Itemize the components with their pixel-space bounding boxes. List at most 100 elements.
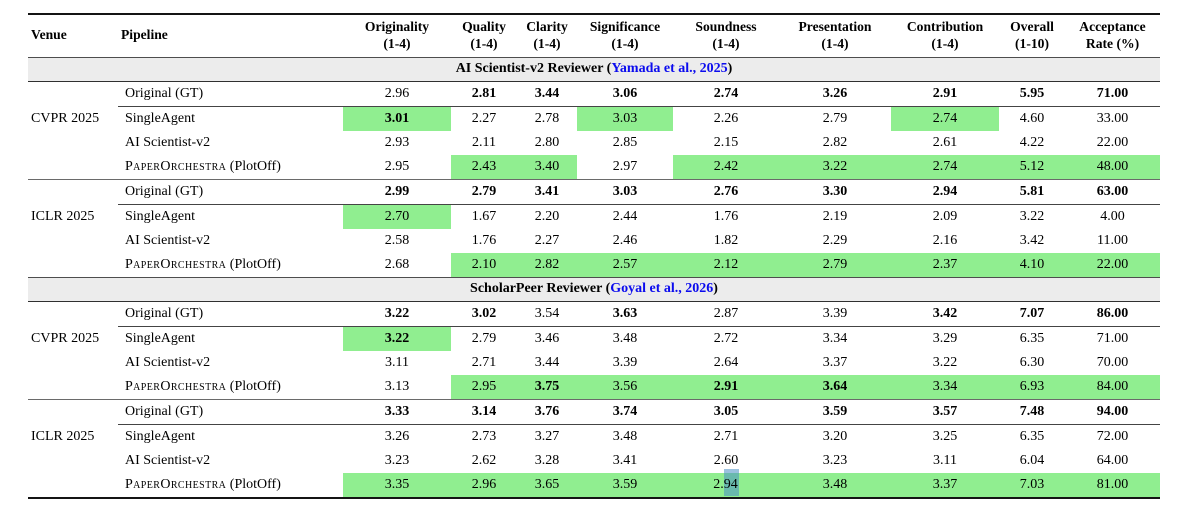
score-cell: 2.74 <box>673 81 779 108</box>
score-cell: 64.00 <box>1096 453 1129 469</box>
score-cell: 2.94 <box>673 469 779 499</box>
score-cell: 2.42 <box>673 155 779 180</box>
column-header-range: (1-4) <box>470 35 498 51</box>
score-cell: 3.22 <box>343 326 451 352</box>
citation-link[interactable]: Yamada et al., 2025 <box>611 61 728 77</box>
pipeline-cell: PaperOrchestra (PlotOff) <box>118 473 343 498</box>
pipeline-name-smallcaps: PaperOrchestra <box>125 159 227 175</box>
score-cell: 70.00 <box>1096 355 1129 371</box>
section-band: ScholarPeer Reviewer (Goyal et al., 2026… <box>28 277 1160 303</box>
score-cell: 2.57 <box>577 253 673 278</box>
pipeline-cell: SingleAgent <box>118 107 343 132</box>
score-cell: 3.14 <box>451 399 517 426</box>
score-cell: 2.72 <box>713 331 739 347</box>
score-cell: 48.00 <box>1065 155 1160 180</box>
table-row: PaperOrchestra (PlotOff) 2.95 2.43 3.40 2.97… <box>28 155 1160 180</box>
pipeline-name: Original (GT) <box>125 86 204 102</box>
score-cell: 3.40 <box>517 155 577 180</box>
score-cell: 63.00 <box>1065 179 1160 206</box>
score-cell: 2.12 <box>673 253 779 278</box>
score-cell: 3.65 <box>517 473 577 499</box>
score-cell: 2.74 <box>891 106 999 132</box>
score-cell: 3.20 <box>822 429 848 445</box>
score-cell: 94.00 <box>1065 399 1160 426</box>
text-selection-highlight: 94 <box>723 469 739 497</box>
score-cell: 3.23 <box>384 453 410 469</box>
score-cell: 6.04 <box>1019 453 1045 469</box>
score-cell: 2.44 <box>612 209 638 225</box>
column-header-label: Clarity <box>526 19 568 34</box>
table-row: PaperOrchestra (PlotOff) 3.35 2.96 3.65 3.59… <box>28 469 1160 499</box>
score-cell: 1.67 <box>471 209 497 225</box>
score-cell: 3.44 <box>517 81 577 108</box>
table-row: SingleAgent 3.22 2.79 3.46 3.48 2.72 3.34 3.29 6… <box>28 326 1160 352</box>
score-cell: 3.01 <box>343 106 451 132</box>
column-header-label: Quality <box>462 19 506 34</box>
section-band: AI Scientist-v2 Reviewer (Yamada et al.,… <box>28 57 1160 83</box>
header-row: Venue Pipeline Originality (1-4) Quality (1-4… <box>28 14 1160 59</box>
table-row: ICLR 2025 Original (GT) 2.99 2.79 3.41 3.03 2.… <box>28 179 1160 278</box>
section-title-suffix: ) <box>713 281 718 297</box>
score-cell: 3.34 <box>822 331 848 347</box>
pipeline-cell: Original (GT) <box>118 179 343 206</box>
score-cell: 2.60 <box>713 453 739 469</box>
column-header-overall: Overall (1-10) <box>999 14 1065 59</box>
score-cell: 3.48 <box>779 473 891 499</box>
score-cell: 2.95 <box>451 375 517 400</box>
score-cell: 6.35 <box>1019 331 1045 347</box>
score-cell: 5.95 <box>999 81 1065 108</box>
column-header-range: (1-10) <box>1015 35 1049 51</box>
score-cell: 2.85 <box>612 135 638 151</box>
score-cell: 2.99 <box>343 179 451 206</box>
pipeline-name-smallcaps: PaperOrchestra <box>125 477 227 493</box>
section-title: ScholarPeer Reviewer (Goyal et al., 2026… <box>28 277 1160 303</box>
score-cell: 2.87 <box>673 301 779 328</box>
pipeline-name: (PlotOff) <box>226 257 281 273</box>
score-cell: 3.59 <box>779 399 891 426</box>
column-header-label: Significance <box>589 19 661 34</box>
table-body: AI Scientist-v2 Reviewer (Yamada et al.,… <box>28 57 1160 499</box>
score-cell: 72.00 <box>1096 429 1129 445</box>
section-title-suffix: ) <box>727 61 733 77</box>
score-cell: 11.00 <box>1097 233 1128 249</box>
column-header-clarity: Clarity (1-4) <box>517 14 577 59</box>
score-cell: 3.11 <box>933 453 957 469</box>
section-title-prefix: ScholarPeer Reviewer ( <box>470 281 611 297</box>
table-row: PaperOrchestra (PlotOff) 3.13 2.95 3.75 3.56… <box>28 375 1160 400</box>
pipeline-cell: AI Scientist-v2 <box>118 131 343 155</box>
venue-cell: CVPR 2025 <box>28 302 118 400</box>
score-cell: 22.00 <box>1096 135 1129 151</box>
pipeline-name: (PlotOff) <box>226 159 281 175</box>
score-cell: 6.35 <box>1019 429 1045 445</box>
table-row: SingleAgent 3.01 2.27 2.78 3.03 2.26 2.79 2.74 4… <box>28 106 1160 132</box>
score-cell: 2.11 <box>472 135 496 151</box>
score-cell: 3.28 <box>534 453 560 469</box>
venue-label: ICLR 2025 <box>31 428 95 444</box>
citation-link[interactable]: Goyal et al., 2026 <box>610 281 714 297</box>
score-cell: 1.76 <box>713 209 739 225</box>
score-cell: 2.91 <box>891 81 999 108</box>
score-cell: 3.13 <box>384 379 410 395</box>
pipeline-cell: Original (GT) <box>118 399 343 426</box>
venue-cell: CVPR 2025 <box>28 82 118 180</box>
column-header-significance: Significance (1-4) <box>577 14 673 59</box>
table-row: SingleAgent 3.26 2.73 3.27 3.48 2.71 3.20 3.25 6… <box>28 425 1160 450</box>
column-header-range: (1-4) <box>383 35 411 51</box>
score-cell: 2.82 <box>822 135 848 151</box>
score-cell: 2.46 <box>612 233 638 249</box>
score-cell: 1.82 <box>713 233 739 249</box>
score-cell: 2.79 <box>471 331 497 347</box>
score-cell: 3.05 <box>673 399 779 426</box>
score-cell: 22.00 <box>1065 253 1160 278</box>
score-cell: 7.07 <box>999 301 1065 328</box>
pipeline-name-smallcaps: PaperOrchestra <box>125 379 227 395</box>
score-cell: 3.35 <box>343 473 451 499</box>
score-cell: 3.75 <box>517 375 577 400</box>
venue-cell: ICLR 2025 <box>28 399 118 499</box>
pipeline-cell: Original (GT) <box>118 81 343 108</box>
column-header-label: Presentation <box>798 19 872 34</box>
column-header-range: (1-4) <box>821 35 849 51</box>
score-cell: 3.63 <box>577 301 673 328</box>
column-header-label: Contribution <box>906 19 984 34</box>
pipeline-name: AI Scientist-v2 <box>125 135 211 151</box>
